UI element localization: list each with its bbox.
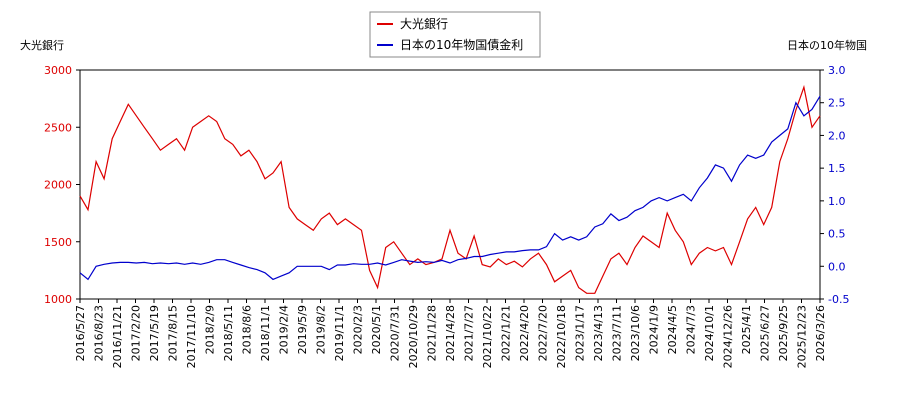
right-tick-label: 2.5 [828, 97, 846, 110]
x-tick-label: 2024/4/5 [666, 305, 679, 354]
x-tick-label: 2021/7/27 [463, 305, 476, 361]
x-tick-label: 2023/7/11 [611, 305, 624, 361]
x-tick-label: 2023/1/17 [574, 305, 587, 361]
x-tick-label: 2020/2/3 [352, 305, 365, 354]
x-tick-label: 2017/5/19 [148, 305, 161, 361]
x-tick-label: 2018/8/6 [241, 305, 254, 354]
right-tick-label: 0.0 [828, 260, 846, 273]
x-tick-label: 2022/1/21 [500, 305, 513, 361]
x-tick-label: 2017/11/10 [185, 305, 198, 368]
x-tick-label: 2022/10/18 [555, 305, 568, 368]
left-tick-label: 1500 [44, 236, 72, 249]
x-tick-label: 2022/4/20 [518, 305, 531, 361]
x-tick-label: 2021/10/22 [481, 305, 494, 368]
right-tick-label: 0.5 [828, 228, 846, 241]
x-tick-label: 2025/12/23 [796, 305, 809, 368]
x-axis: 2016/5/27 2016/8/23 2016/11/21 2017/2/20 201… [74, 299, 827, 368]
x-tick-label: 2018/2/9 [204, 305, 217, 354]
x-tick-label: 2019/8/2 [315, 305, 328, 354]
left-axis-label: 大光銀行 [20, 38, 64, 52]
x-tick-label: 2024/1/9 [648, 305, 661, 354]
right-axis: -0.5 0.0 0.5 1.0 1.5 2.0 2.5 3.0 [820, 64, 849, 306]
series-layer [79, 84, 821, 294]
series-line-daiko [79, 84, 821, 294]
x-tick-label: 2023/4/13 [592, 305, 605, 361]
left-tick-label: 2000 [44, 179, 72, 192]
x-tick-label: 2025/4/1 [740, 305, 753, 354]
x-tick-label: 2018/11/1 [259, 305, 272, 361]
x-tick-label: 2025/9/25 [777, 305, 790, 361]
left-tick-label: 3000 [44, 64, 72, 77]
x-tick-label: 2020/10/29 [407, 305, 420, 368]
right-tick-label: 3.0 [828, 64, 846, 77]
x-tick-label: 2017/8/15 [167, 305, 180, 361]
right-tick-label: -0.5 [828, 293, 849, 306]
legend-label-daiko: 大光銀行 [400, 17, 448, 31]
right-tick-label: 1.0 [828, 195, 846, 208]
series-line-jgb10y [79, 95, 821, 281]
x-tick-label: 2022/7/20 [537, 305, 550, 361]
x-tick-label: 2018/5/11 [222, 305, 235, 361]
x-tick-label: 2020/7/31 [389, 305, 402, 361]
left-tick-label: 1000 [44, 293, 72, 306]
right-axis-label: 日本の10年物国 [787, 38, 867, 52]
x-tick-label: 2021/1/28 [426, 305, 439, 361]
x-tick-label: 2024/7/3 [685, 305, 698, 354]
x-tick-label: 2026/3/26 [814, 305, 827, 361]
x-tick-label: 2024/12/26 [722, 305, 735, 368]
x-tick-label: 2016/11/21 [111, 305, 124, 368]
x-tick-label: 2017/2/20 [130, 305, 143, 361]
x-tick-label: 2019/2/4 [278, 305, 291, 354]
x-tick-label: 2025/6/27 [759, 305, 772, 361]
right-tick-label: 2.0 [828, 129, 846, 142]
right-tick-label: 1.5 [828, 162, 846, 175]
left-tick-label: 2500 [44, 121, 72, 134]
left-axis: 1000 1500 2000 2500 3000 [44, 64, 80, 306]
x-tick-label: 2020/5/1 [370, 305, 383, 354]
x-tick-label: 2021/4/28 [444, 305, 457, 361]
x-tick-label: 2023/10/6 [629, 305, 642, 361]
x-tick-label: 2024/10/1 [703, 305, 716, 361]
x-tick-label: 2016/8/23 [93, 305, 106, 361]
legend-box [369, 11, 541, 58]
x-tick-label: 2016/5/27 [74, 305, 87, 361]
x-tick-label: 2019/11/1 [333, 305, 346, 361]
x-tick-label: 2019/5/9 [296, 305, 309, 354]
legend-label-jgb10y: 日本の10年物国債金利 [400, 37, 523, 52]
legend: 大光銀行 日本の10年物国債金利 [369, 11, 541, 58]
